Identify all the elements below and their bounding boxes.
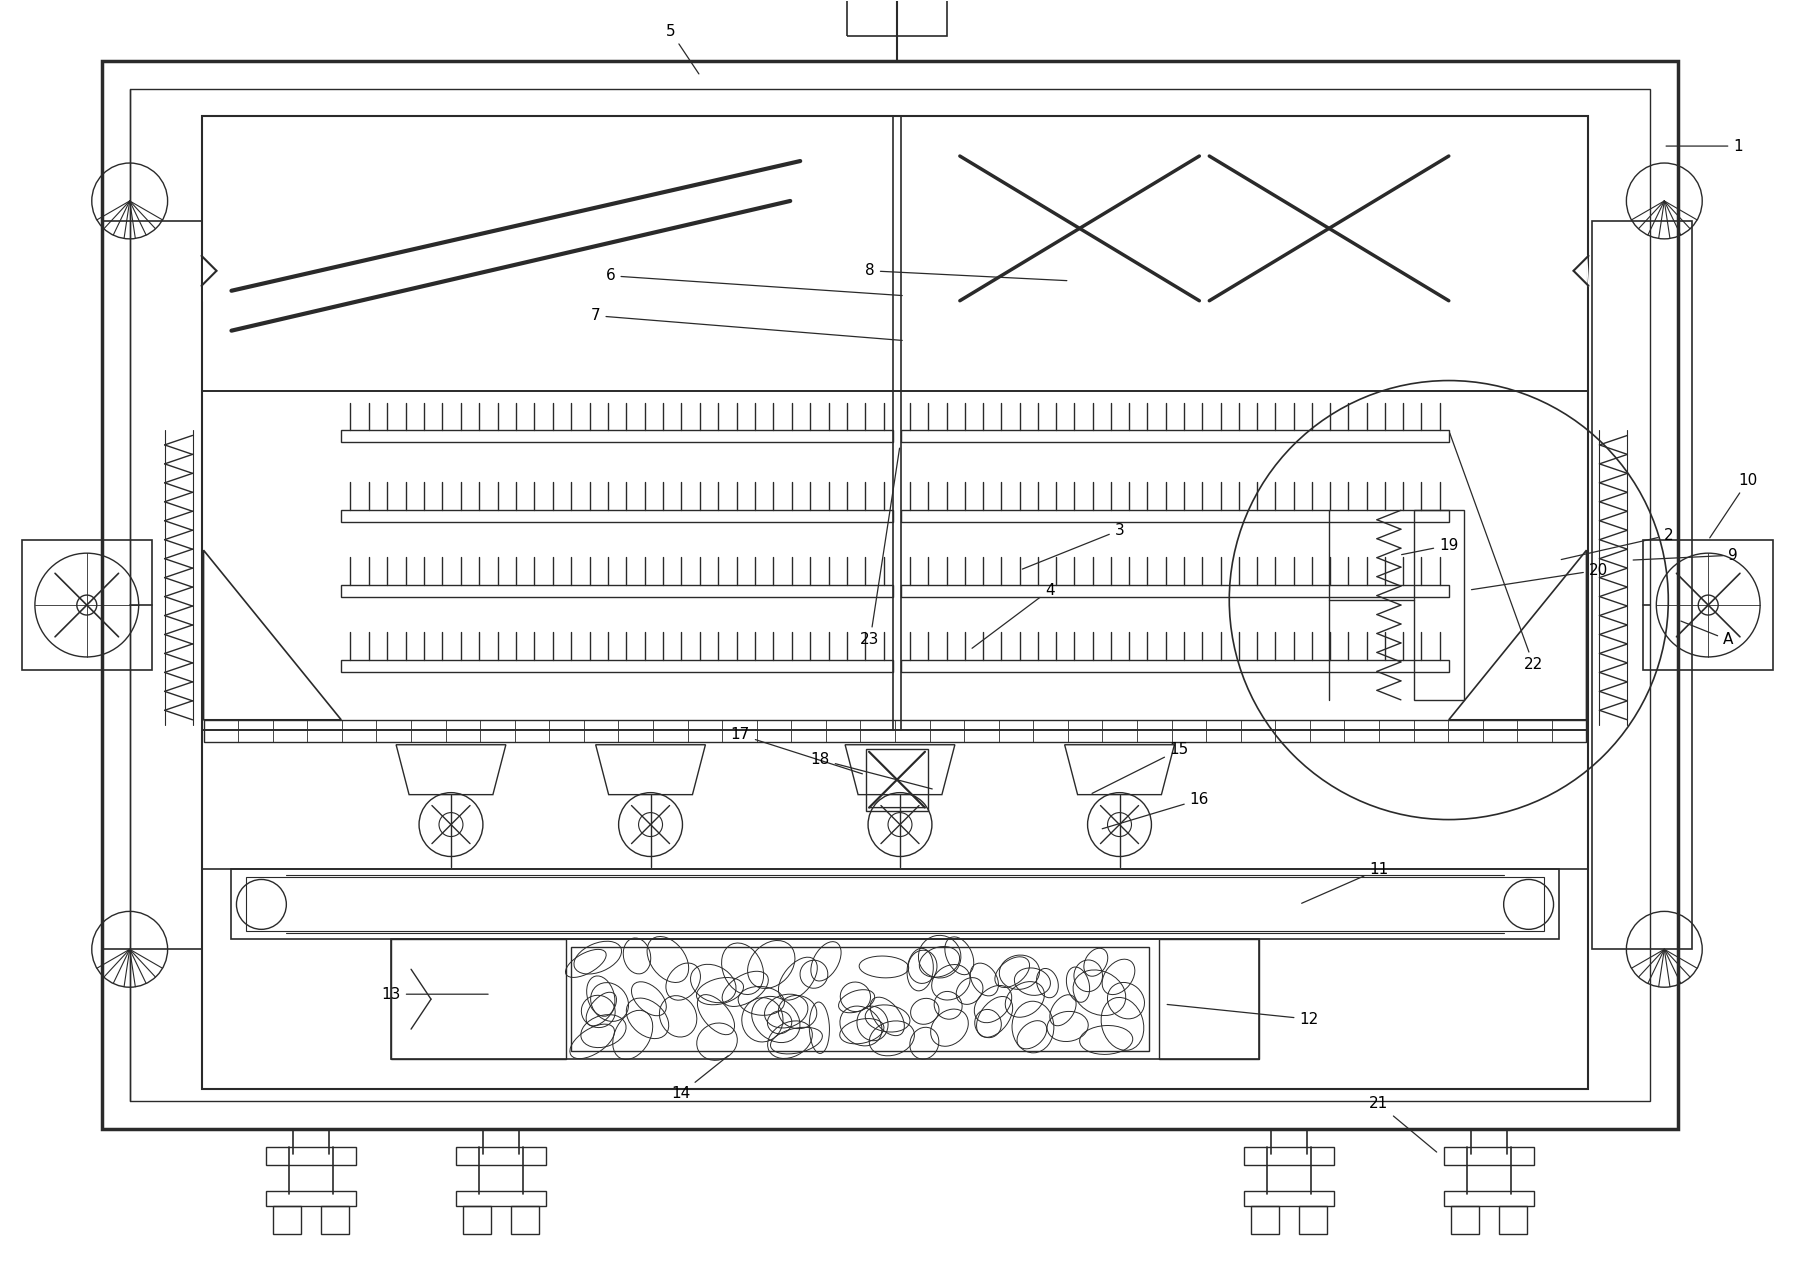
Bar bbox=[511, 1205, 538, 1234]
Text: 13: 13 bbox=[382, 987, 488, 1002]
Bar bbox=[266, 1191, 357, 1205]
Bar bbox=[231, 870, 1559, 939]
Bar bbox=[1159, 939, 1259, 1059]
Bar bbox=[570, 948, 1150, 1051]
Bar bbox=[1299, 1205, 1328, 1234]
Circle shape bbox=[77, 596, 97, 615]
Bar bbox=[456, 1147, 545, 1165]
Text: 14: 14 bbox=[671, 1056, 728, 1102]
Text: 19: 19 bbox=[1401, 538, 1459, 554]
Text: 11: 11 bbox=[1302, 862, 1389, 904]
Bar bbox=[847, 0, 947, 37]
Bar bbox=[391, 939, 565, 1059]
Text: 1: 1 bbox=[1667, 139, 1744, 154]
Text: 22: 22 bbox=[1450, 433, 1543, 673]
Bar bbox=[201, 116, 1588, 390]
Text: 7: 7 bbox=[590, 308, 902, 341]
Text: 21: 21 bbox=[1369, 1097, 1437, 1152]
Bar bbox=[463, 1205, 492, 1234]
Bar bbox=[341, 660, 893, 671]
Bar bbox=[341, 510, 893, 522]
Bar bbox=[102, 62, 1677, 1129]
Bar bbox=[246, 877, 1543, 931]
Text: 5: 5 bbox=[666, 24, 700, 74]
Bar bbox=[1451, 1205, 1478, 1234]
Text: 6: 6 bbox=[606, 269, 902, 295]
Bar bbox=[901, 510, 1450, 522]
Text: 10: 10 bbox=[1710, 473, 1758, 538]
Bar bbox=[1444, 1147, 1534, 1165]
Circle shape bbox=[1699, 596, 1719, 615]
Text: 23: 23 bbox=[861, 448, 899, 647]
Bar bbox=[201, 729, 1588, 870]
Text: 16: 16 bbox=[1102, 793, 1209, 829]
Text: 20: 20 bbox=[1471, 563, 1607, 589]
Bar bbox=[22, 540, 152, 670]
Text: 12: 12 bbox=[1168, 1005, 1319, 1027]
Bar bbox=[203, 719, 1586, 742]
Text: 3: 3 bbox=[1023, 522, 1125, 569]
Bar bbox=[1245, 1147, 1335, 1165]
Text: 2: 2 bbox=[1561, 528, 1674, 559]
Bar bbox=[341, 586, 893, 597]
Text: 8: 8 bbox=[865, 264, 1067, 280]
Bar bbox=[266, 1147, 357, 1165]
Bar bbox=[1498, 1205, 1527, 1234]
Bar bbox=[201, 116, 1588, 1089]
Bar bbox=[901, 586, 1450, 597]
Bar bbox=[901, 430, 1450, 443]
Bar bbox=[1414, 510, 1464, 700]
Text: 18: 18 bbox=[811, 752, 933, 789]
Text: A: A bbox=[1681, 621, 1733, 647]
Bar bbox=[201, 390, 1588, 729]
Bar bbox=[901, 660, 1450, 671]
Bar bbox=[341, 430, 893, 443]
Bar bbox=[129, 90, 1650, 1100]
Text: 4: 4 bbox=[972, 583, 1055, 649]
Bar bbox=[456, 1191, 545, 1205]
Bar bbox=[102, 221, 201, 949]
Text: 9: 9 bbox=[1633, 548, 1738, 563]
Bar bbox=[867, 748, 927, 810]
Bar bbox=[1643, 540, 1772, 670]
Bar bbox=[391, 939, 1259, 1059]
Bar bbox=[1250, 1205, 1279, 1234]
Bar bbox=[1444, 1191, 1534, 1205]
Bar bbox=[1245, 1191, 1335, 1205]
Bar bbox=[1593, 221, 1692, 949]
Text: 15: 15 bbox=[1093, 742, 1189, 794]
Bar bbox=[273, 1205, 301, 1234]
Bar bbox=[321, 1205, 350, 1234]
Text: 17: 17 bbox=[730, 727, 863, 774]
